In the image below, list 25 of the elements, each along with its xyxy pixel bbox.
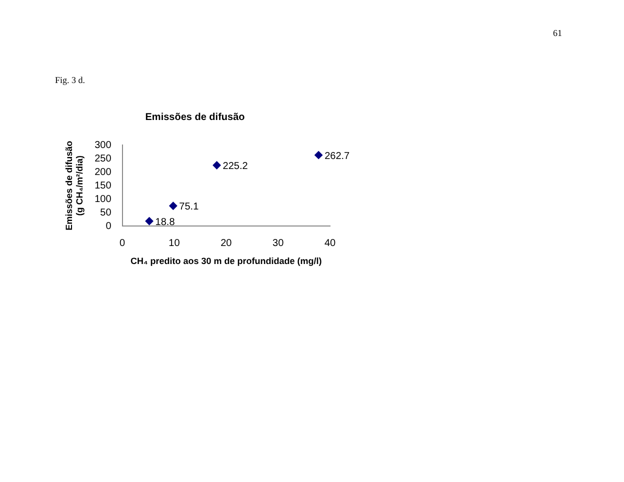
x-tick-label: 0: [120, 238, 126, 249]
x-tick-label: 20: [220, 238, 232, 249]
data-label: 75.1: [179, 202, 200, 213]
y-tick-label: 250: [94, 153, 112, 164]
y-axis-title: Emissões de difusão (g CH₄/m²/dia): [64, 140, 85, 230]
y-tick-label: 300: [94, 140, 112, 151]
point: [169, 202, 178, 210]
y-tick-label: 200: [94, 166, 112, 178]
x-tick-label: 40: [324, 238, 336, 249]
caption: Fig. 3 d.: [55, 75, 86, 85]
y-tick-label: 50: [100, 207, 112, 218]
point: [212, 161, 221, 170]
data-label: 18.8: [155, 216, 176, 228]
point: [145, 217, 154, 226]
point: [314, 151, 323, 160]
chart-title: Emissões de difusão: [145, 112, 245, 123]
data-label: 262.7: [324, 150, 350, 162]
text: 61: [553, 28, 562, 38]
x-axis-title: CH₄ predito aos 30 m de profundidade (mg/l): [130, 256, 322, 266]
x-tick-label: 10: [168, 238, 180, 249]
x-tick-label: 30: [272, 238, 284, 249]
y-tick-label: 0: [106, 220, 112, 232]
y-tick-label: 150: [94, 180, 112, 192]
y-tick-label: 100: [94, 194, 112, 205]
data-label: 225.2: [222, 160, 248, 172]
